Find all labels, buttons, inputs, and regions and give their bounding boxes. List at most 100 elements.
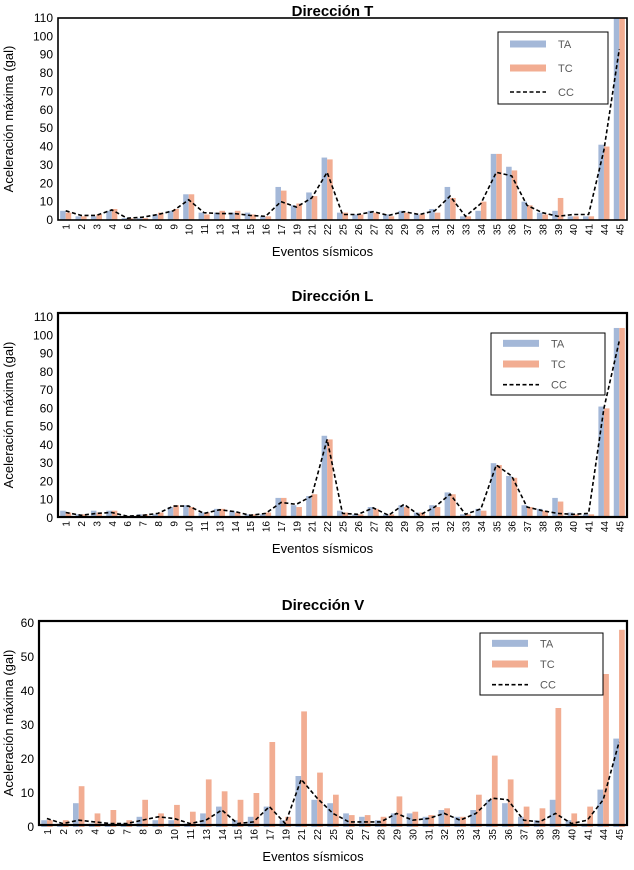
bar-tc — [373, 212, 379, 220]
bar-ta — [521, 201, 528, 220]
bar-ta — [60, 510, 66, 518]
x-tick-label: 41 — [583, 829, 594, 841]
x-tick-label: 3 — [75, 829, 86, 835]
x-tick-label: 40 — [567, 829, 578, 841]
bar-ta — [470, 810, 477, 827]
x-tick-label: 32 — [440, 829, 451, 841]
bar-ta — [213, 212, 220, 220]
bar-ta — [533, 820, 540, 827]
x-tick-label: 14 — [231, 521, 242, 533]
bar-tc — [333, 794, 339, 827]
bar-ta — [295, 776, 302, 827]
bar-tc — [157, 212, 164, 220]
bar-ta — [567, 216, 574, 220]
bar-ta — [244, 212, 251, 220]
bar-tc — [480, 510, 487, 518]
x-tick-label: 17 — [277, 521, 288, 533]
bar-tc — [219, 210, 226, 220]
y-tick-label: 0 — [27, 820, 34, 834]
bar-tc — [419, 512, 425, 518]
line-cc — [65, 49, 621, 220]
bar-tc — [465, 216, 472, 220]
bar-ta — [613, 738, 620, 827]
x-tick-label: 6 — [123, 224, 134, 230]
bar-tc — [573, 216, 579, 220]
x-tick-label: 30 — [415, 224, 426, 236]
x-tick-label: 2 — [59, 829, 70, 835]
x-tick-label: 36 — [508, 224, 519, 236]
plot-frame — [56, 311, 629, 519]
bar-ta — [398, 210, 405, 220]
bar-ta — [422, 816, 429, 827]
bar-tc — [158, 813, 164, 827]
bar-tc — [511, 170, 518, 220]
bar-tc — [78, 786, 85, 827]
x-tick-label: 39 — [554, 224, 565, 236]
x-tick-label: 10 — [185, 224, 196, 236]
bar-tc — [444, 808, 450, 827]
y-tick-label: 0 — [46, 511, 53, 525]
y-tick-label: 20 — [21, 752, 35, 766]
x-tick-label: 10 — [185, 521, 196, 533]
bar-tc — [219, 508, 226, 518]
legend-swatch-tc — [492, 660, 528, 668]
plot-frame — [57, 17, 628, 221]
x-tick-label: 25 — [329, 829, 340, 841]
bar-ta — [183, 194, 189, 220]
chart-panel-V: Dirección V 0 10 20 30 40 50 60 1 2 3 4 6 7 8 9 10 11 13 14… — [0, 593, 634, 870]
bar-tc — [511, 477, 518, 518]
y-tick-label: 0 — [46, 213, 53, 227]
bar-tc — [204, 214, 210, 220]
y-tick-label: 30 — [40, 456, 54, 470]
y-tick-label: 30 — [40, 158, 54, 172]
x-tick-label: 16 — [262, 521, 273, 533]
bar-tc — [557, 197, 564, 220]
bar-ta — [121, 218, 128, 220]
bar-ta — [536, 508, 543, 518]
bar-ta — [198, 212, 205, 220]
bar-tc — [96, 512, 102, 518]
bar-ta — [136, 816, 143, 827]
x-tick-label: 33 — [462, 521, 473, 533]
y-tick-label: 70 — [40, 383, 54, 397]
x-tick-label: 39 — [551, 829, 562, 841]
x-tick-label: 35 — [492, 224, 503, 236]
bar-ta — [552, 497, 558, 518]
bar-ta — [198, 512, 205, 518]
bar-ta — [152, 214, 158, 220]
x-tick-label: 1 — [43, 829, 54, 835]
x-tick-label: 3 — [92, 521, 103, 527]
bar-ta — [444, 492, 451, 518]
bar-tc — [619, 18, 625, 220]
y-tick-label: 10 — [21, 786, 35, 800]
x-tick-label: 15 — [246, 224, 257, 236]
y-tick-label: 40 — [21, 684, 35, 698]
bar-ta — [383, 214, 389, 220]
legend-swatch-tc — [503, 360, 539, 368]
bar-ta — [486, 799, 492, 827]
bar-tc — [265, 216, 272, 220]
x-tick-label: 13 — [215, 224, 226, 236]
bar-ta — [429, 208, 435, 220]
y-tick-label: 80 — [40, 66, 54, 80]
legend-label-cc: CC — [551, 380, 567, 392]
bar-tc — [189, 811, 196, 827]
bar-ta — [336, 510, 343, 518]
bar-ta — [413, 214, 420, 220]
bar-tc — [204, 512, 210, 518]
bar-tc — [265, 512, 272, 518]
x-tick-label: 40 — [569, 521, 580, 533]
bar-tc — [46, 820, 53, 827]
bar-tc — [110, 810, 117, 827]
bar-tc — [301, 711, 307, 827]
x-tick-label: 44 — [599, 829, 610, 841]
bar-tc — [603, 674, 609, 827]
y-tick-label: 90 — [40, 48, 54, 62]
y-tick-label: 50 — [21, 650, 35, 664]
x-tick-label: 21 — [308, 224, 319, 236]
y-tick-label: 50 — [40, 420, 54, 434]
bar-tc — [188, 507, 195, 518]
x-tick-label: 38 — [536, 829, 547, 841]
bar-tc — [96, 214, 102, 220]
